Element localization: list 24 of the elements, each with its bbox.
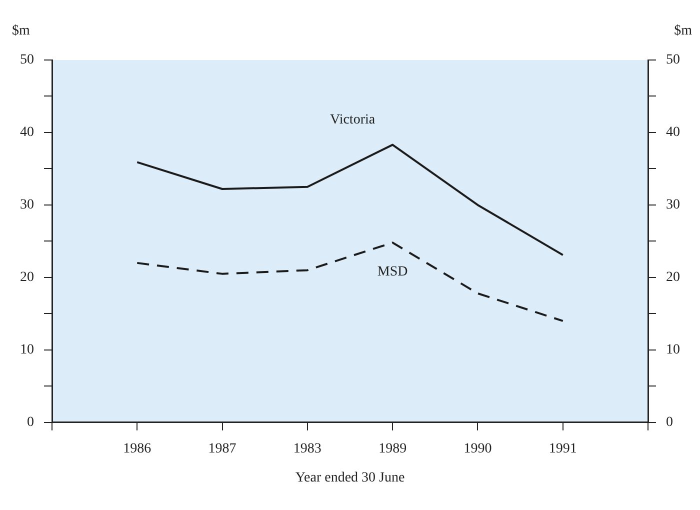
x-axis-title: Year ended 30 June: [295, 470, 405, 486]
y2-tick-label: 40: [666, 125, 680, 140]
x-tick-label: 1983: [293, 441, 322, 456]
y2-tick-label: 50: [666, 52, 680, 68]
y-tick-label: 10: [20, 342, 34, 358]
x-tick-label: 1987: [208, 441, 236, 456]
y2-tick-label: 30: [666, 198, 680, 213]
y-tick-label: 50: [20, 52, 34, 68]
line-series: [136, 242, 564, 322]
x-tick-label: 1990: [464, 441, 492, 456]
y-tick-label: 0: [27, 415, 34, 430]
series-label: Victoria: [330, 112, 376, 128]
y2-tick-label: 0: [666, 415, 673, 430]
x-tick-label: 1989: [378, 441, 407, 456]
y-tick-label: 20: [20, 270, 34, 286]
y-tick-label: 40: [20, 125, 34, 140]
x-tick-label: 1991: [548, 441, 577, 456]
y2-tick-label: 10: [666, 342, 680, 358]
y2-axis-title: $m: [674, 24, 692, 39]
series-label: MSD: [377, 264, 408, 280]
y-axis-title: $m: [12, 24, 30, 39]
y2-tick-label: 20: [666, 270, 680, 286]
x-tick-label: 1986: [123, 441, 152, 456]
y-tick-label: 30: [20, 198, 34, 213]
